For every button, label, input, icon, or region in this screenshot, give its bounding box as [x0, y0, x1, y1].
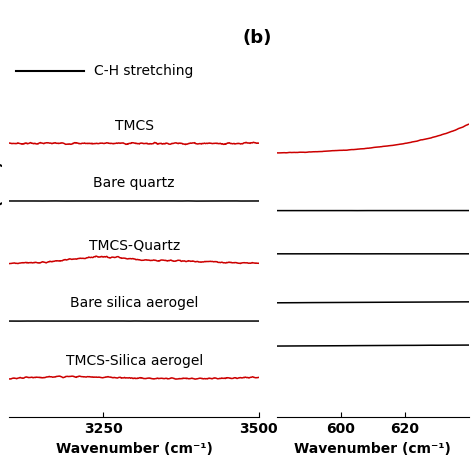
Text: (b): (b) [243, 29, 272, 47]
Text: TMCS-Quartz: TMCS-Quartz [89, 239, 180, 253]
Y-axis label: Absorbance (a.u.): Absorbance (a.u.) [0, 161, 4, 313]
Text: Bare silica aerogel: Bare silica aerogel [70, 297, 198, 310]
Text: TMCS: TMCS [115, 119, 154, 133]
Text: C-H stretching: C-H stretching [94, 64, 193, 78]
Text: TMCS-Silica aerogel: TMCS-Silica aerogel [65, 354, 203, 368]
Text: Bare quartz: Bare quartz [93, 176, 175, 191]
X-axis label: Wavenumber (cm⁻¹): Wavenumber (cm⁻¹) [294, 442, 451, 456]
X-axis label: Wavenumber (cm⁻¹): Wavenumber (cm⁻¹) [56, 442, 213, 456]
